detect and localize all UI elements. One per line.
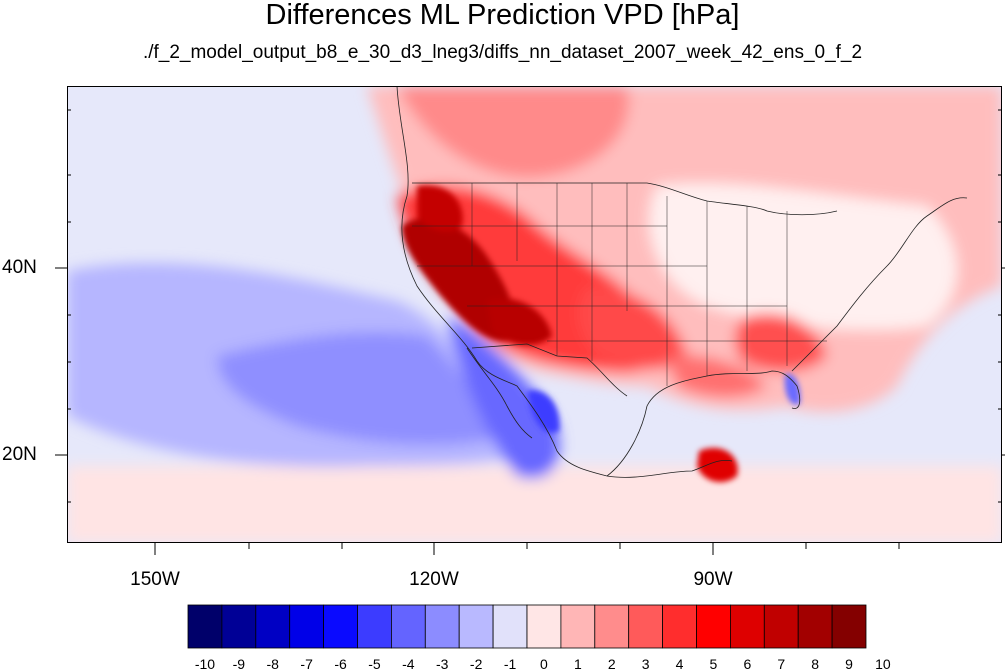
field-yucatan-red — [697, 447, 738, 483]
colorbar-tick-label: -7 — [300, 656, 313, 672]
coastline-east — [791, 197, 968, 372]
coastline-west — [396, 86, 608, 477]
colorbar-box — [323, 604, 358, 649]
colorbar-tick-label: 1 — [573, 656, 582, 672]
map-subtitle: ./f_2_model_output_b8_e_30_d3_lneg3/diff… — [142, 42, 863, 63]
colorbar-tick-label: 0 — [540, 656, 548, 672]
colorbar-box — [289, 604, 325, 649]
colorbar-tick-label: 4 — [675, 656, 684, 672]
colorbar-tick-label: 9 — [845, 656, 853, 672]
colorbar-tick-label: 7 — [777, 656, 786, 672]
field-tropical-band — [67, 466, 1002, 543]
colorbar-tick-label: 8 — [811, 656, 820, 672]
colorbar-tick-label: 10 — [875, 656, 891, 672]
field-east-white — [649, 183, 957, 330]
colorbar-tick-label: -10 — [194, 656, 216, 672]
colorbar-tick-label: -8 — [266, 656, 279, 672]
colorbar-tick-label: 2 — [607, 656, 616, 672]
field-mexico-blue — [527, 390, 560, 433]
vpd-difference-map — [67, 86, 1002, 543]
colorbar-box — [221, 604, 257, 649]
colorbar-box — [255, 604, 291, 649]
field-southern-plains-red — [578, 286, 687, 370]
colorbar-tick-label: -6 — [334, 656, 347, 672]
coastline-yucatan — [606, 459, 733, 478]
colorbar-box — [492, 604, 528, 649]
colorbar-tick-label: -1 — [503, 656, 517, 672]
map-title: Differences ML Prediction VPD [hPa] — [265, 0, 740, 31]
colorbar-tick-label: -5 — [368, 656, 381, 672]
colorbar-tick-label: 5 — [709, 656, 718, 672]
field-california-darkred — [402, 217, 516, 342]
colorbar-tick-label: -2 — [469, 656, 483, 672]
border-us-canada — [412, 182, 838, 216]
colorbar-tick-label: -9 — [232, 656, 246, 672]
colorbar-tick-label: -3 — [436, 656, 449, 672]
field-arizona-darkred — [487, 298, 552, 346]
field-oregon-darkred — [417, 185, 463, 232]
x-tick-label-120w: 120W — [409, 569, 459, 590]
state-lines — [412, 183, 827, 386]
colorbar-box — [628, 604, 664, 649]
x-tick-label-150w: 150W — [130, 569, 180, 590]
coastline-baja — [466, 347, 533, 439]
colorbar-box — [594, 604, 630, 649]
y-tick-label-20n: 20N — [2, 444, 37, 465]
field-pacific-blue-core — [217, 332, 507, 445]
field-canada-red — [397, 86, 629, 178]
colorbar-box — [560, 604, 596, 649]
colorbar-box — [187, 604, 223, 649]
colorbar-box — [662, 604, 697, 649]
colorbar-box — [390, 604, 426, 649]
field-florida-blue — [784, 373, 801, 405]
colorbar-box — [730, 604, 765, 649]
colorbar-box — [797, 604, 833, 649]
colorbar-box — [526, 604, 562, 649]
field-gulf-red — [667, 355, 767, 398]
colorbar-box — [763, 604, 799, 649]
colorbar-tick-label: 6 — [743, 656, 752, 672]
colorbar-box — [458, 604, 494, 649]
coastline-gulf — [606, 370, 801, 477]
colorbar-tick-label: -4 — [402, 656, 415, 672]
colorbar-box — [424, 604, 460, 649]
colorbar-box — [357, 604, 392, 649]
colorbar-box — [696, 604, 731, 649]
field-southeast-red — [735, 313, 827, 372]
y-tick-label-40n: 40N — [2, 257, 37, 278]
x-tick-label-90w: 90W — [693, 569, 733, 590]
colorbar-box — [831, 604, 867, 649]
border-us-mexico — [471, 343, 628, 397]
colorbar-tick-label: 3 — [641, 656, 650, 672]
